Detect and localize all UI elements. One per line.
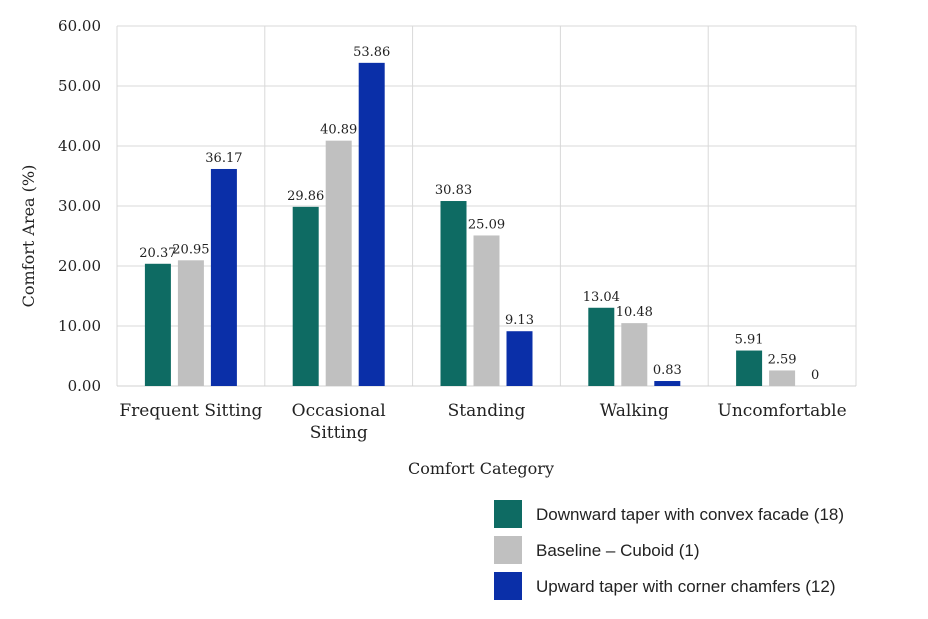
- bar: [588, 307, 615, 386]
- bar: [621, 323, 648, 386]
- legend-swatch: [494, 572, 522, 600]
- y-tick-label: 50.00: [58, 77, 101, 95]
- bar: [736, 350, 763, 386]
- x-category-label: Sitting: [310, 423, 368, 443]
- y-tick-label: 0.00: [68, 377, 101, 395]
- y-axis-title: Comfort Area (%): [19, 165, 38, 308]
- data-label: 2.59: [768, 352, 797, 367]
- data-label: 20.95: [172, 242, 209, 257]
- x-category-label: Frequent Sitting: [119, 401, 262, 421]
- y-tick-label: 40.00: [58, 137, 101, 155]
- legend-swatch: [494, 536, 522, 564]
- y-tick-label: 60.00: [58, 17, 101, 35]
- bar: [210, 168, 237, 386]
- data-label: 30.83: [435, 183, 472, 198]
- legend-label: Downward taper with convex facade (18): [536, 505, 844, 524]
- x-category-label: Occasional: [292, 401, 386, 421]
- x-category-label: Standing: [448, 401, 526, 421]
- legend: Downward taper with convex facade (18) Ba…: [494, 500, 844, 600]
- y-tick-label: 10.00: [58, 317, 101, 335]
- data-label: 53.86: [353, 45, 390, 60]
- data-label: 0.83: [653, 363, 682, 378]
- data-label: 25.09: [468, 217, 505, 232]
- bar: [358, 62, 385, 387]
- x-axis-title: Comfort Category: [408, 459, 554, 478]
- x-category-label: Uncomfortable: [718, 401, 847, 421]
- data-label: 10.48: [616, 305, 653, 320]
- bars: [144, 62, 796, 387]
- bar: [654, 381, 681, 386]
- bar: [325, 140, 352, 386]
- data-label: 9.13: [505, 313, 534, 328]
- data-label: 36.17: [205, 151, 242, 166]
- bar: [292, 206, 319, 386]
- data-label: 40.89: [320, 123, 357, 138]
- y-axis-ticks: 0.00 10.00 20.00 30.00 40.00 50.00 60.00: [58, 17, 101, 395]
- data-label: 20.37: [139, 246, 176, 261]
- bar: [440, 201, 467, 386]
- data-label: 29.86: [287, 189, 324, 204]
- bar: [177, 260, 204, 386]
- bar: [506, 331, 533, 386]
- data-label: 5.91: [735, 333, 764, 348]
- bar: [769, 370, 796, 386]
- x-category-label: Walking: [600, 401, 669, 421]
- bar: [144, 263, 171, 386]
- legend-label: Upward taper with corner chamfers (12): [536, 577, 836, 596]
- legend-swatch: [494, 500, 522, 528]
- y-tick-label: 20.00: [58, 257, 101, 275]
- bar: [473, 235, 500, 386]
- data-label: 0: [811, 368, 819, 383]
- data-label: 13.04: [583, 290, 620, 305]
- y-tick-label: 30.00: [58, 197, 101, 215]
- legend-label: Baseline – Cuboid (1): [536, 541, 699, 560]
